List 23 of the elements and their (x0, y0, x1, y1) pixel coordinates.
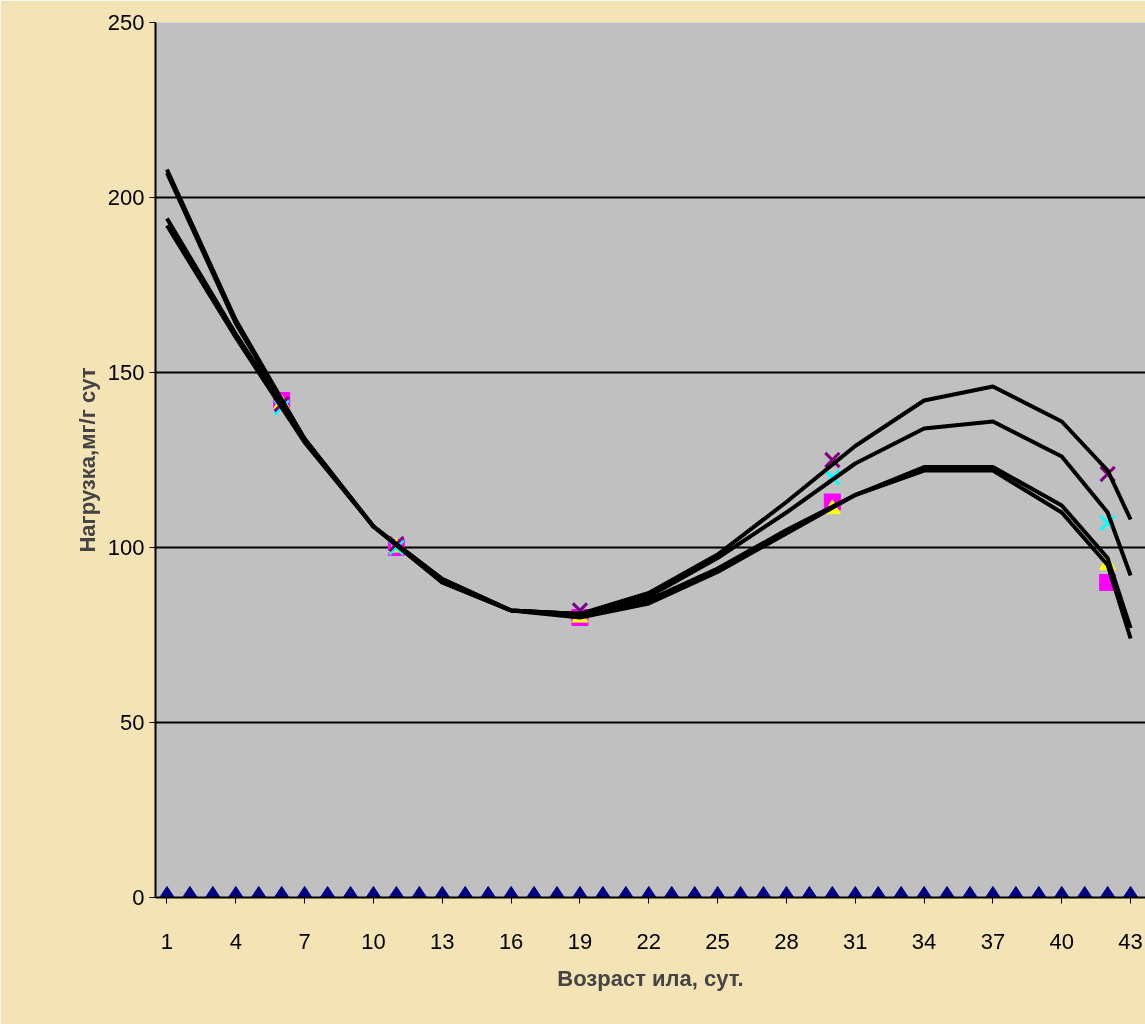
x-tick-label: 31 (843, 928, 868, 954)
x-tick-label: 13 (430, 928, 455, 954)
x-tick-label: 43 (1118, 928, 1143, 954)
y-tick-label: 150 (107, 360, 145, 385)
x-tick-label: 7 (298, 928, 311, 954)
x-tick-label: 22 (636, 928, 662, 954)
x-tick-label: 40 (1049, 928, 1075, 954)
y-tick-label: 50 (120, 710, 145, 735)
y-tick-label: 100 (107, 535, 145, 560)
x-axis-title: Возраст ила, сут. (557, 965, 744, 991)
x-tick-label: 34 (911, 928, 937, 954)
x-tick-label: 19 (567, 928, 593, 954)
x-tick-label: 10 (361, 928, 386, 954)
x-tick-label: 37 (980, 928, 1006, 954)
x-tick-label: 25 (705, 928, 730, 954)
y-tick-label: 0 (132, 885, 145, 910)
x-tick-label: 28 (774, 928, 799, 954)
y-tick-label: 250 (107, 10, 145, 35)
x-tick-label: 16 (498, 928, 524, 954)
y-axis-title: Нагрузка,мг/г сут (74, 367, 100, 553)
x-tick-label: 1 (160, 928, 174, 954)
y-tick-label: 200 (107, 185, 145, 210)
x-tick-label: 4 (229, 928, 242, 954)
